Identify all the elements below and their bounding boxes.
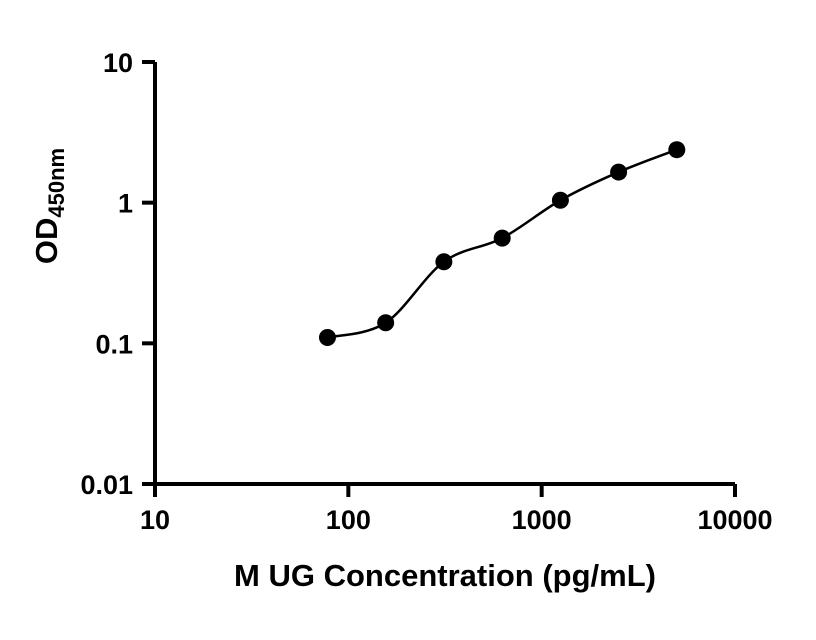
data-point <box>318 329 336 347</box>
axes <box>153 62 735 486</box>
y-tick-label: 0.01 <box>80 470 133 500</box>
x-tick-label: 1000 <box>512 505 572 535</box>
x-tick-label: 10 <box>140 505 170 535</box>
y-axis-title-sub: 450nm <box>44 148 69 218</box>
data-point <box>551 191 569 209</box>
y-tick-label: 10 <box>103 48 133 78</box>
x-axis-title: M UG Concentration (pg/mL) <box>234 558 656 593</box>
y-axis-title: OD450nm <box>29 148 69 264</box>
y-tick-label: 1 <box>118 189 133 219</box>
x-tick-label: 100 <box>326 505 371 535</box>
y-tick-label: 0.1 <box>95 329 133 359</box>
data-point <box>377 314 395 332</box>
data-point <box>493 229 511 247</box>
data-point <box>610 163 628 181</box>
data-point <box>668 141 686 159</box>
y-axis-title-main: OD <box>29 218 64 265</box>
data-point <box>435 253 453 271</box>
x-tick-label: 10000 <box>697 505 772 535</box>
